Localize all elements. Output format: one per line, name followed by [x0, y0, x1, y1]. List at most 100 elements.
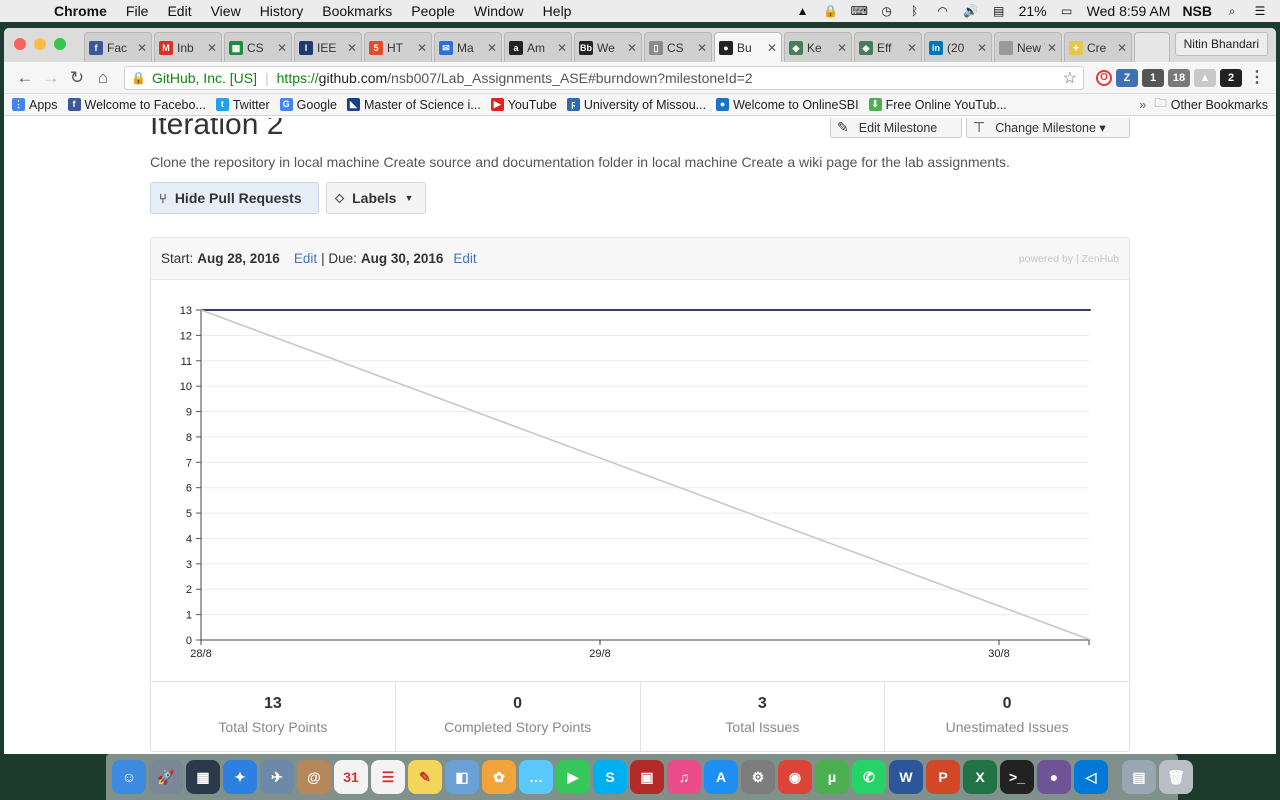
notification-center-icon[interactable]: ☰	[1254, 4, 1266, 18]
drive-extension-icon[interactable]: ▲	[1194, 68, 1216, 87]
secure-lock-icon[interactable]: 🔒	[131, 70, 146, 85]
word-icon[interactable]: W	[889, 760, 923, 794]
browser-tab[interactable]: I IEE ✕	[294, 32, 362, 62]
bookmark-star-icon[interactable]: ☆	[1062, 69, 1077, 87]
volume-icon[interactable]: 🔊	[963, 4, 979, 18]
bookmark-item[interactable]: ⋮ Apps	[12, 98, 58, 112]
browser-tab[interactable]: ✉ Ma ✕	[434, 32, 502, 62]
reminders-icon[interactable]: ☰	[371, 760, 405, 794]
zoom-window-button[interactable]	[54, 38, 66, 50]
tab-close-icon[interactable]: ✕	[766, 40, 777, 55]
address-bar[interactable]: 🔒 GitHub, Inc. [US] | https:// github.co…	[124, 65, 1084, 90]
tab-close-icon[interactable]: ✕	[206, 40, 217, 55]
chrome-icon[interactable]: ◉	[778, 760, 812, 794]
bookmark-item[interactable]: ◣ Master of Science i...	[346, 98, 481, 112]
home-icon[interactable]: ⌂	[97, 67, 109, 87]
bookmark-item[interactable]: ● Welcome to OnlineSBI	[716, 98, 859, 112]
browser-tab[interactable]: M Inb ✕	[154, 32, 222, 62]
bookmark-item[interactable]: ⬇ Free Online YouTub...	[868, 98, 1007, 112]
tab-close-icon[interactable]: ✕	[1046, 40, 1057, 55]
reload-icon[interactable]: ↻	[69, 67, 85, 87]
menubar-clock[interactable]: Wed 8:59 AM	[1086, 3, 1171, 19]
tab-close-icon[interactable]: ✕	[976, 40, 987, 55]
messages-icon[interactable]: …	[519, 760, 553, 794]
other-bookmarks[interactable]: Other Bookmarks	[1170, 97, 1268, 112]
tab-close-icon[interactable]: ✕	[346, 40, 357, 55]
menubar-user[interactable]: NSB	[1182, 3, 1212, 19]
menu-app-name[interactable]: Chrome	[54, 3, 107, 19]
system-preferences-icon[interactable]: ⚙	[741, 760, 775, 794]
zotero-extension-icon[interactable]: Z	[1116, 68, 1138, 87]
mission-control-icon[interactable]: ▦	[186, 760, 220, 794]
finder-icon[interactable]: ☺	[112, 760, 146, 794]
opera-extension-icon[interactable]: O	[1096, 69, 1112, 86]
trash-icon[interactable]: 🗑	[1159, 760, 1193, 794]
browser-tab[interactable]: New T✕	[994, 32, 1062, 62]
image-capture-icon[interactable]: ✈	[260, 760, 294, 794]
tab-close-icon[interactable]: ✕	[486, 40, 497, 55]
photo-booth-icon[interactable]: ▣	[630, 760, 664, 794]
us-flag-icon[interactable]: ▤	[992, 4, 1005, 18]
todo-extension-icon[interactable]: 2	[1220, 68, 1242, 87]
hide-pull-requests-button[interactable]: ⑂ Hide Pull Requests	[150, 182, 319, 214]
labels-dropdown[interactable]: ⬦ Labels ▼	[326, 182, 426, 214]
downloads-folder-icon[interactable]: ▤	[1122, 760, 1156, 794]
back-arrow-icon[interactable]: ←	[16, 67, 34, 87]
browser-tab[interactable]: in (20 ✕	[924, 32, 992, 62]
tab-close-icon[interactable]: ✕	[136, 40, 147, 55]
close-window-button[interactable]	[14, 38, 26, 50]
security-label[interactable]: GitHub, Inc. [US]	[151, 69, 257, 86]
preview-icon[interactable]: ◧	[445, 760, 479, 794]
browser-tab[interactable]: 5 HT ✕	[364, 32, 432, 62]
photos-icon[interactable]: ✿	[482, 760, 516, 794]
browser-tab[interactable]: Bb We ✕	[574, 32, 642, 62]
excel-icon[interactable]: X	[963, 760, 997, 794]
tab-close-icon[interactable]: ✕	[556, 40, 567, 55]
powerpoint-icon[interactable]: P	[926, 760, 960, 794]
bookmarks-overflow-icon[interactable]: »	[1139, 97, 1147, 112]
menu-view[interactable]: View	[210, 3, 241, 19]
forward-arrow-icon[interactable]: →	[42, 67, 60, 87]
bookmark-item[interactable]: G Google	[279, 98, 337, 112]
utorrent-icon[interactable]: μ	[815, 760, 849, 794]
bookmark-item[interactable]: f Welcome to Facebo...	[67, 98, 206, 112]
browser-tab[interactable]: f Fac ✕	[84, 32, 152, 62]
vscode-icon[interactable]: ◁	[1074, 760, 1108, 794]
new-tab-button[interactable]	[1134, 32, 1170, 62]
menu-help[interactable]: Help	[542, 3, 572, 19]
extension-badge-icon[interactable]: 1	[1142, 68, 1164, 87]
browser-tab[interactable]: ▦ CS ✕	[224, 32, 292, 62]
safari-icon[interactable]: ✦	[223, 760, 257, 794]
notes-icon[interactable]: ✎	[408, 760, 442, 794]
battery-icon[interactable]: ▭	[1060, 4, 1073, 18]
bluetooth-icon[interactable]: ᛒ	[911, 4, 919, 18]
tab-close-icon[interactable]: ✕	[836, 40, 847, 55]
menu-file[interactable]: File	[125, 3, 149, 19]
launchpad-icon[interactable]: 🚀	[149, 760, 183, 794]
calendar-icon[interactable]: 31	[334, 760, 368, 794]
itunes-icon[interactable]: ♫	[667, 760, 701, 794]
change-milestone-button[interactable]: ⊤ Change Milestone ▾	[966, 118, 1130, 138]
tab-close-icon[interactable]: ✕	[276, 40, 287, 55]
tab-close-icon[interactable]: ✕	[696, 40, 707, 55]
menu-window[interactable]: Window	[473, 3, 524, 19]
app-store-icon[interactable]: A	[704, 760, 738, 794]
whatsapp-icon[interactable]: ✆	[852, 760, 886, 794]
contacts-icon[interactable]: @	[297, 760, 331, 794]
google-drive-icon[interactable]: ▲	[796, 4, 809, 18]
spotlight-search-icon[interactable]: ⌕	[1228, 4, 1236, 18]
edit-milestone-button[interactable]: ✎ Edit Milestone	[830, 118, 962, 138]
browser-tab[interactable]: ◈ Eff ✕	[854, 32, 922, 62]
bookmark-item[interactable]: t Twitter	[215, 98, 270, 112]
tab-close-icon[interactable]: ✕	[1116, 40, 1127, 55]
skype-icon[interactable]: S	[593, 760, 627, 794]
wifi-icon[interactable]: ◠	[937, 4, 948, 18]
menu-people[interactable]: People	[411, 3, 455, 19]
github-desktop-icon[interactable]: ●	[1037, 760, 1071, 794]
menu-edit[interactable]: Edit	[167, 3, 192, 19]
tab-close-icon[interactable]: ✕	[416, 40, 427, 55]
calendar-extension-icon[interactable]: 18	[1168, 68, 1190, 87]
browser-tab[interactable]: ● Bu ✕	[714, 32, 782, 62]
edit-start-link[interactable]: Edit	[293, 251, 318, 266]
bookmark-item[interactable]: ϝ University of Missou...	[566, 98, 706, 112]
